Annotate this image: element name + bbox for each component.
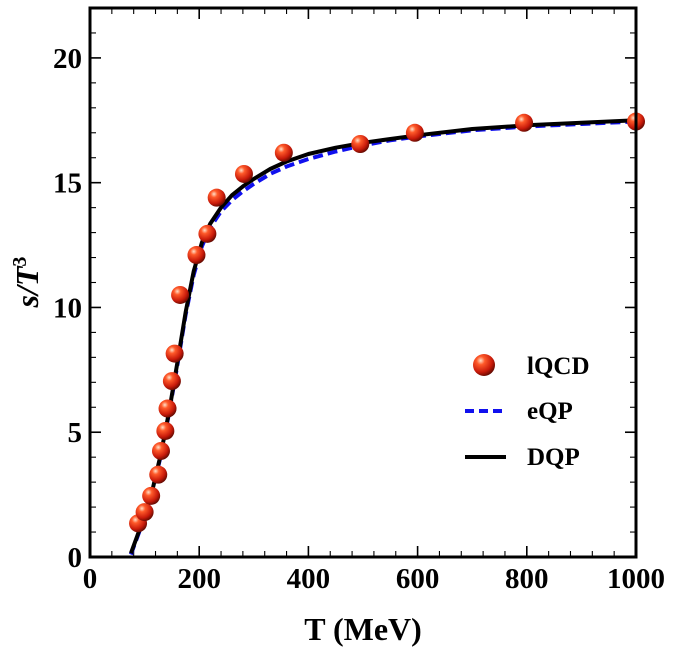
lqcd-point [142, 486, 161, 505]
lqcd-point [156, 421, 175, 440]
lqcd-point [234, 164, 253, 183]
lqcd-point [162, 372, 181, 391]
y-tick-label: 0 [68, 542, 83, 574]
y-axis-title-base: s/T [9, 265, 45, 308]
lqcd-point [207, 188, 226, 207]
lqcd-point [515, 113, 534, 132]
series-lines [129, 118, 637, 556]
legend-label-lqcd: lQCD [527, 353, 590, 380]
lqcd-point [135, 503, 154, 522]
data-points [129, 112, 645, 533]
lqcd-point [187, 246, 206, 265]
y-tick-label: 10 [53, 292, 82, 324]
lqcd-point [274, 143, 293, 162]
lqcd-point [171, 285, 190, 304]
y-axis-title: s/T3 [9, 257, 45, 309]
lqcd-point [151, 441, 170, 460]
legend-label-dqp: DQP [527, 444, 580, 471]
lqcd-point [198, 224, 217, 243]
lqcd-point [158, 399, 177, 418]
y-tick-label: 15 [53, 168, 82, 200]
x-axis-title: T (MeV) [304, 611, 422, 647]
legend-marker-lqcd [473, 354, 495, 376]
x-tick-label: 800 [505, 563, 549, 595]
series-line-eqp [129, 119, 637, 556]
x-tick-label: 400 [287, 563, 331, 595]
legend: lQCD eQP DQP [465, 353, 590, 471]
tick-labels: 0 200 400 600 800 1000 0 5 10 15 20 [53, 43, 665, 595]
x-tick-label: 0 [83, 563, 98, 595]
y-tick-label: 20 [53, 43, 82, 75]
legend-label-eqp: eQP [527, 398, 573, 425]
lqcd-point [165, 344, 184, 363]
lqcd-point [351, 135, 370, 154]
lqcd-point [405, 123, 424, 142]
y-tick-label: 5 [68, 417, 83, 449]
plot-frame [88, 6, 638, 559]
lqcd-point [149, 465, 168, 484]
x-tick-label: 600 [396, 563, 440, 595]
y-axis-title-superscript: 3 [9, 257, 31, 267]
axis-ticks [89, 7, 637, 558]
x-tick-label: 200 [177, 563, 221, 595]
x-tick-label: 1000 [607, 563, 665, 595]
series-line-dqp [129, 118, 637, 554]
